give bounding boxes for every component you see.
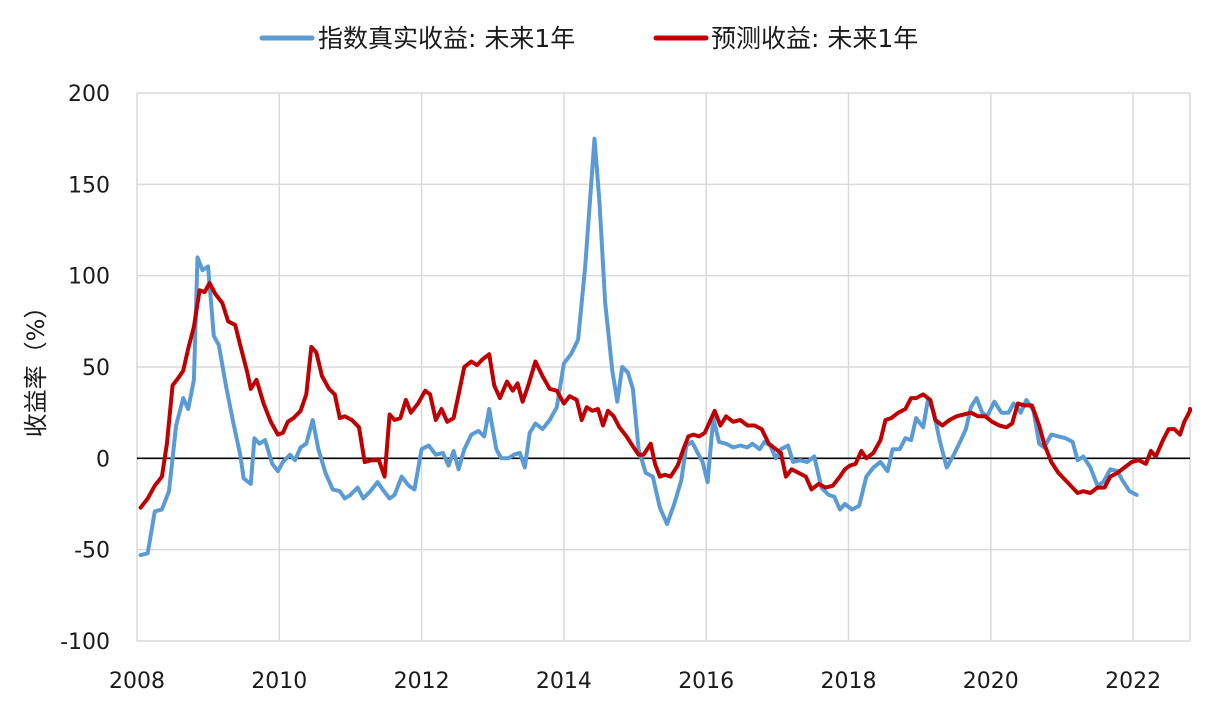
y-axis-title: 收益率（%） <box>22 295 50 438</box>
x-tick-label: 2018 <box>820 669 876 694</box>
legend: 指数真实收益: 未来1年 预测收益: 未来1年 <box>259 24 918 53</box>
y-tick-labels: 200 150 100 50 0 -50 -100 <box>60 82 110 655</box>
y-tick-label: 150 <box>68 173 110 198</box>
legend-label: 指数真实收益: 未来1年 <box>318 24 575 53</box>
x-tick-label: 2020 <box>963 669 1019 694</box>
x-tick-label: 2012 <box>394 669 450 694</box>
y-tick-label: -50 <box>74 539 110 564</box>
y-tick-label: 50 <box>82 356 110 381</box>
x-tick-label: 2016 <box>678 669 734 694</box>
y-tick-label: 0 <box>96 447 110 472</box>
x-tick-label: 2010 <box>251 669 307 694</box>
x-tick-labels: 2008 2010 2012 2014 2016 2018 2020 2022 <box>109 669 1161 694</box>
y-tick-label: -100 <box>60 630 110 655</box>
gridlines <box>136 92 1191 642</box>
y-tick-label: 200 <box>68 82 110 107</box>
x-tick-label: 2022 <box>1105 669 1161 694</box>
series-lines <box>138 136 1192 558</box>
x-tick-label: 2014 <box>536 669 592 694</box>
series-line-2 <box>138 281 1192 510</box>
y-tick-label: 100 <box>68 265 110 290</box>
series-line-1 <box>138 136 1139 558</box>
x-tick-label: 2008 <box>109 669 165 694</box>
legend-label: 预测收益: 未来1年 <box>711 24 918 53</box>
